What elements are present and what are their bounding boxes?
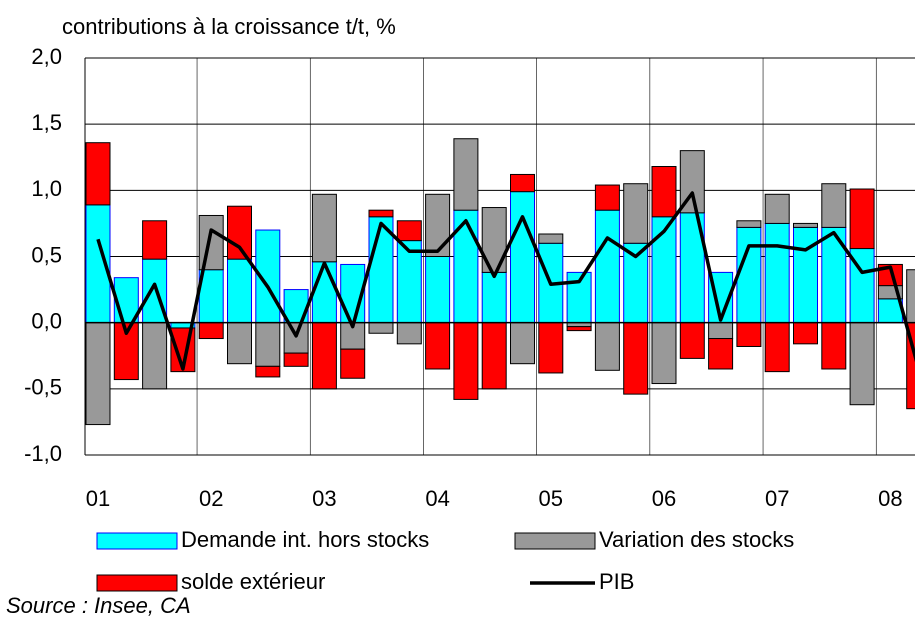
bar bbox=[425, 322, 451, 370]
y-tick-label: -0,5 bbox=[24, 375, 62, 400]
bar bbox=[538, 233, 564, 244]
bar bbox=[679, 150, 705, 214]
bar bbox=[481, 322, 507, 390]
bar bbox=[113, 277, 139, 324]
bar bbox=[396, 220, 422, 242]
bar bbox=[623, 322, 649, 395]
bar bbox=[283, 322, 309, 354]
x-tick-label: 02 bbox=[199, 486, 223, 511]
bar bbox=[368, 209, 394, 218]
bar bbox=[764, 193, 790, 224]
bar bbox=[679, 322, 705, 359]
legend-label: Demande int. hors stocks bbox=[181, 527, 429, 552]
bar bbox=[764, 322, 790, 373]
bar bbox=[566, 326, 592, 332]
bar bbox=[906, 322, 915, 410]
bar bbox=[227, 205, 252, 260]
legend-swatch bbox=[96, 532, 178, 550]
bar bbox=[651, 322, 677, 385]
bar bbox=[396, 322, 422, 345]
bar bbox=[708, 322, 734, 340]
bar bbox=[311, 322, 337, 390]
bar bbox=[793, 222, 818, 228]
bar bbox=[283, 352, 309, 367]
bar bbox=[255, 365, 281, 378]
source: Source : Insee, CA bbox=[6, 593, 191, 618]
y-tick-label: 2,0 bbox=[31, 44, 62, 69]
legend-label: Variation des stocks bbox=[599, 527, 794, 552]
bar bbox=[198, 322, 224, 340]
bar bbox=[453, 138, 479, 211]
bar bbox=[198, 214, 224, 271]
bar bbox=[510, 191, 535, 324]
bar bbox=[311, 261, 337, 324]
bar bbox=[594, 184, 620, 211]
chart-title: contributions à la croissance t/t, % bbox=[62, 14, 396, 39]
bar bbox=[764, 222, 790, 324]
bar bbox=[481, 271, 507, 324]
x-tick-label: 08 bbox=[878, 486, 902, 511]
legend-swatch bbox=[514, 532, 596, 550]
bar bbox=[594, 209, 620, 324]
bar bbox=[255, 322, 281, 367]
bar bbox=[453, 322, 479, 400]
legend-label: PIB bbox=[599, 569, 634, 594]
x-tick-label: 05 bbox=[539, 486, 563, 511]
bar bbox=[623, 183, 649, 244]
bar bbox=[849, 322, 875, 406]
legend-label: solde extérieur bbox=[181, 569, 325, 594]
bar bbox=[594, 322, 620, 371]
x-tick-label: 07 bbox=[765, 486, 789, 511]
x-tick-label: 06 bbox=[652, 486, 676, 511]
bar bbox=[142, 220, 168, 260]
bar bbox=[736, 220, 762, 228]
bar bbox=[311, 193, 337, 263]
bar bbox=[510, 173, 535, 193]
bar bbox=[849, 188, 875, 250]
bar bbox=[340, 348, 366, 379]
bar bbox=[708, 338, 734, 370]
bar bbox=[227, 258, 252, 324]
bar bbox=[510, 322, 535, 365]
y-tick-label: 0,0 bbox=[31, 308, 62, 333]
bar bbox=[142, 322, 168, 390]
bar bbox=[227, 322, 252, 365]
y-tick-label: -1,0 bbox=[24, 441, 62, 466]
bar bbox=[793, 322, 818, 345]
bar bbox=[821, 183, 847, 228]
bar bbox=[368, 322, 394, 334]
bar bbox=[736, 322, 762, 347]
bar bbox=[793, 226, 818, 324]
y-tick-label: 0,5 bbox=[31, 242, 62, 267]
bar bbox=[906, 269, 915, 324]
bar bbox=[651, 166, 677, 218]
x-tick-label: 01 bbox=[86, 486, 110, 511]
bar bbox=[821, 322, 847, 370]
y-tick-label: 1,0 bbox=[31, 176, 62, 201]
line bbox=[96, 191, 915, 371]
bar bbox=[85, 322, 111, 426]
bar bbox=[85, 142, 111, 206]
bar bbox=[425, 193, 451, 257]
bar bbox=[198, 269, 224, 324]
bar bbox=[453, 209, 479, 324]
x-tick-label: 04 bbox=[425, 486, 449, 511]
bar bbox=[425, 256, 451, 324]
y-tick-label: 1,5 bbox=[31, 110, 62, 135]
bar bbox=[538, 322, 564, 374]
legend-swatch bbox=[96, 574, 178, 592]
bar bbox=[736, 226, 762, 324]
x-tick-label: 03 bbox=[312, 486, 336, 511]
